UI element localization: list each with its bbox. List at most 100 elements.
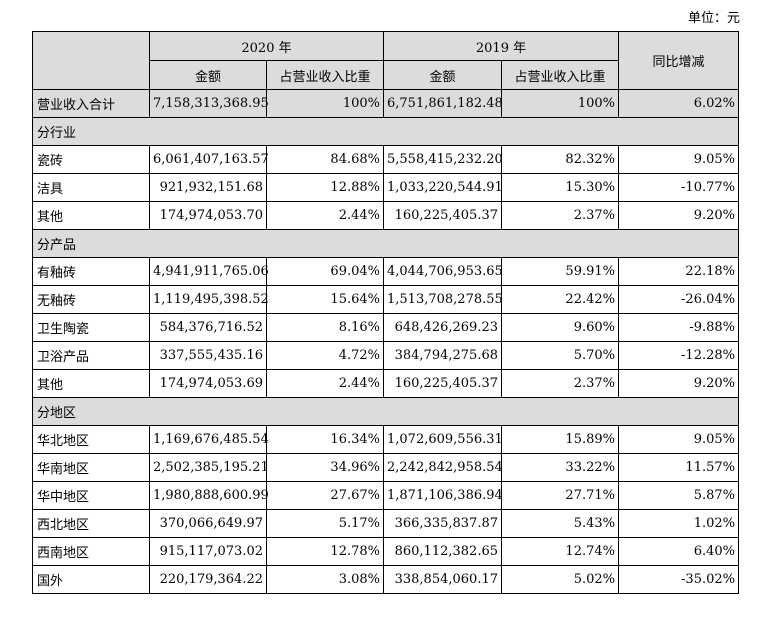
share-2019: 82.32% bbox=[501, 145, 619, 174]
table-row: 华北地区 1,169,676,485.54 16.34% 1,072,609,556.… bbox=[32, 425, 739, 454]
share-2020: 12.78% bbox=[266, 537, 384, 566]
row-label: 营业收入合计 bbox=[32, 89, 150, 118]
yoy-change: 1.02% bbox=[618, 509, 739, 538]
header-row-years: 2020 年 2019 年 同比增减 bbox=[32, 31, 739, 90]
yoy-change: 9.20% bbox=[618, 369, 739, 398]
row-label: 洁具 bbox=[32, 173, 150, 202]
yoy-change: 11.57% bbox=[618, 453, 739, 482]
header-share-2019: 占营业收入比重 bbox=[501, 60, 619, 90]
yoy-change: -12.28% bbox=[618, 341, 739, 370]
table-row: 西北地区 370,066,649.97 5.17% 366,335,837.87 5.4… bbox=[32, 509, 739, 538]
table-row: 卫生陶瓷 584,376,716.52 8.16% 648,426,269.23 9.6… bbox=[32, 313, 739, 342]
amount-2019: 860,112,382.65 bbox=[383, 537, 502, 566]
share-2020: 69.04% bbox=[266, 257, 384, 286]
amount-2019: 4,044,706,953.65 bbox=[383, 257, 503, 286]
amount-2020: 7,158,313,368.95 bbox=[149, 89, 269, 118]
yoy-change: -26.04% bbox=[618, 285, 739, 314]
share-2020: 5.17% bbox=[266, 509, 384, 538]
share-2019: 59.91% bbox=[501, 257, 619, 286]
share-2019: 5.43% bbox=[501, 509, 619, 538]
table-row: 其他 174,974,053.69 2.44% 160,225,405.37 2.37%… bbox=[32, 369, 739, 398]
section-title: 分行业 bbox=[32, 117, 739, 146]
table-row: 华中地区 1,980,888,600.99 27.67% 1,871,106,386.… bbox=[32, 481, 739, 510]
share-2020: 8.16% bbox=[266, 313, 384, 342]
header-share-2020: 占营业收入比重 bbox=[266, 60, 384, 90]
amount-2019: 5,558,415,232.20 bbox=[383, 145, 503, 174]
table-row: 华南地区 2,502,385,195.21 34.96% 2,242,842,958.… bbox=[32, 453, 739, 482]
amount-2019: 6,751,861,182.48 bbox=[383, 89, 503, 118]
amount-2020: 174,974,053.70 bbox=[149, 201, 267, 230]
section-header-row: 分产品 bbox=[32, 229, 739, 258]
yoy-change: 6.02% bbox=[618, 89, 739, 118]
header-year-2019: 2019 年 bbox=[383, 31, 619, 61]
yoy-change: -9.88% bbox=[618, 313, 739, 342]
yoy-change: 6.40% bbox=[618, 537, 739, 566]
amount-2019: 648,426,269.23 bbox=[383, 313, 502, 342]
share-2020: 15.64% bbox=[266, 285, 384, 314]
amount-2019: 366,335,837.87 bbox=[383, 509, 502, 538]
row-label: 瓷砖 bbox=[32, 145, 150, 174]
row-label: 西北地区 bbox=[32, 509, 150, 538]
table-row: 卫浴产品 337,555,435.16 4.72% 384,794,275.68 5.7… bbox=[32, 341, 739, 370]
amount-2019: 160,225,405.37 bbox=[383, 369, 502, 398]
table-row: 国外 220,179,364.22 3.08% 338,854,060.17 5.02%… bbox=[32, 565, 739, 594]
share-2019: 100% bbox=[501, 89, 619, 118]
share-2020: 34.96% bbox=[266, 453, 384, 482]
share-2019: 5.02% bbox=[501, 565, 619, 594]
share-2019: 33.22% bbox=[501, 453, 619, 482]
yoy-change: 5.87% bbox=[618, 481, 739, 510]
amount-2019: 1,033,220,544.91 bbox=[383, 173, 503, 202]
amount-2019: 1,513,708,278.55 bbox=[383, 285, 503, 314]
amount-2019: 1,072,609,556.31 bbox=[383, 425, 503, 454]
share-2020: 100% bbox=[266, 89, 384, 118]
yoy-change: -35.02% bbox=[618, 565, 739, 594]
row-label: 其他 bbox=[32, 369, 150, 398]
share-2020: 3.08% bbox=[266, 565, 384, 594]
share-2019: 15.30% bbox=[501, 173, 619, 202]
share-2020: 2.44% bbox=[266, 369, 384, 398]
amount-2020: 6,061,407,163.57 bbox=[149, 145, 269, 174]
amount-2020: 174,974,053.69 bbox=[149, 369, 267, 398]
share-2020: 84.68% bbox=[266, 145, 384, 174]
share-2019: 2.37% bbox=[501, 201, 619, 230]
section-header-row: 分地区 bbox=[32, 397, 739, 426]
total-row: 营业收入合计 7,158,313,368.95 100% 6,751,861,1… bbox=[32, 89, 739, 118]
yoy-change: 9.05% bbox=[618, 425, 739, 454]
amount-2020: 2,502,385,195.21 bbox=[149, 453, 269, 482]
row-label: 西南地区 bbox=[32, 537, 150, 566]
share-2020: 16.34% bbox=[266, 425, 384, 454]
table-row: 瓷砖 6,061,407,163.57 84.68% 5,558,415,232.20… bbox=[32, 145, 739, 174]
table-row: 洁具 921,932,151.68 12.88% 1,033,220,544.91 15… bbox=[32, 173, 739, 202]
table-row: 其他 174,974,053.70 2.44% 160,225,405.37 2.37%… bbox=[32, 201, 739, 230]
share-2020: 12.88% bbox=[266, 173, 384, 202]
amount-2019: 1,871,106,386.94 bbox=[383, 481, 503, 510]
amount-2020: 370,066,649.97 bbox=[149, 509, 267, 538]
yoy-change: 9.05% bbox=[618, 145, 739, 174]
row-label: 卫浴产品 bbox=[32, 341, 150, 370]
share-2020: 2.44% bbox=[266, 201, 384, 230]
amount-2020: 220,179,364.22 bbox=[149, 565, 267, 594]
share-2020: 27.67% bbox=[266, 481, 384, 510]
row-label: 华中地区 bbox=[32, 481, 150, 510]
row-label: 卫生陶瓷 bbox=[32, 313, 150, 342]
row-label: 华北地区 bbox=[32, 425, 150, 454]
share-2019: 9.60% bbox=[501, 313, 619, 342]
table-row: 西南地区 915,117,073.02 12.78% 860,112,382.65 12… bbox=[32, 537, 739, 566]
section-title: 分地区 bbox=[32, 397, 739, 426]
header-yoy: 同比增减 bbox=[618, 31, 739, 90]
amount-2020: 1,119,495,398.52 bbox=[149, 285, 269, 314]
amount-2019: 338,854,060.17 bbox=[383, 565, 502, 594]
share-2019: 12.74% bbox=[501, 537, 619, 566]
amount-2019: 2,242,842,958.54 bbox=[383, 453, 503, 482]
amount-2020: 921,932,151.68 bbox=[149, 173, 267, 202]
amount-2020: 584,376,716.52 bbox=[149, 313, 267, 342]
share-2019: 22.42% bbox=[501, 285, 619, 314]
row-label: 其他 bbox=[32, 201, 150, 230]
table-row: 有釉砖 4,941,911,765.06 69.04% 4,044,706,953.6… bbox=[32, 257, 739, 286]
row-label: 有釉砖 bbox=[32, 257, 150, 286]
amount-2020: 337,555,435.16 bbox=[149, 341, 267, 370]
revenue-table: 2020 年 2019 年 同比增减 金额 占营业收入比重 金额 占营业收入比重… bbox=[32, 31, 739, 594]
header-amount-2020: 金额 bbox=[149, 60, 267, 90]
amount-2020: 915,117,073.02 bbox=[149, 537, 267, 566]
amount-2019: 160,225,405.37 bbox=[383, 201, 502, 230]
